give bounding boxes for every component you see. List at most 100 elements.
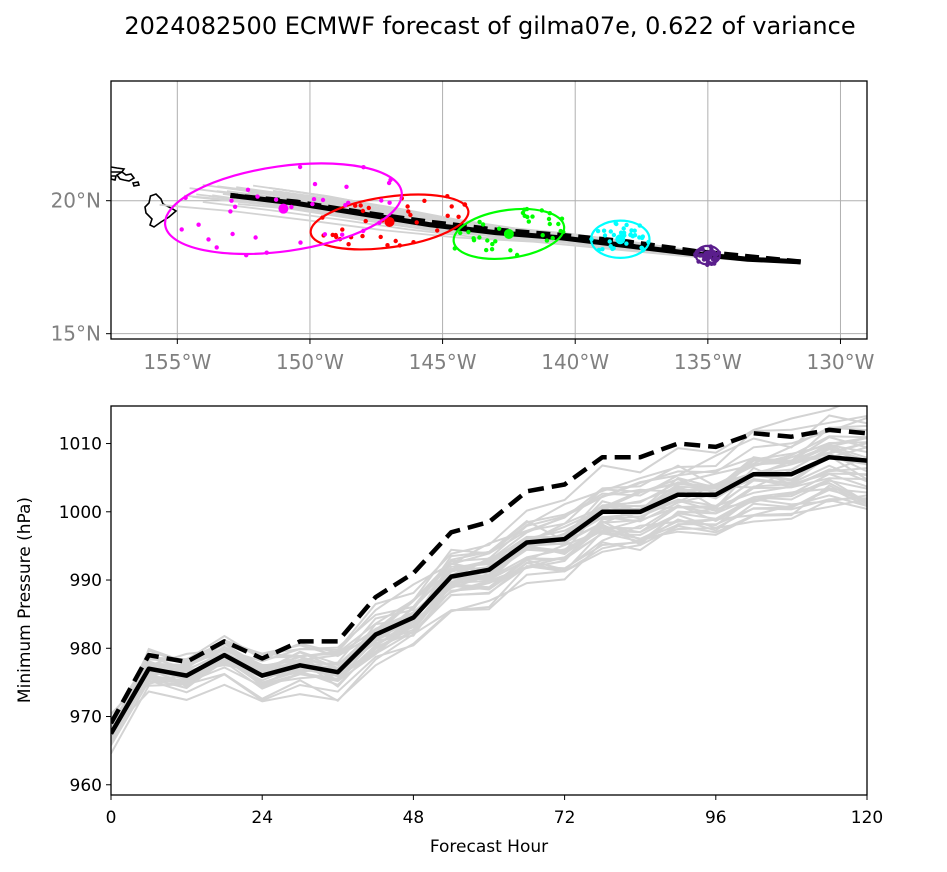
- map-ytick-label: 20°N: [51, 189, 101, 213]
- forecast-position-dot: [485, 238, 490, 243]
- forecast-position-dot: [414, 220, 419, 225]
- forecast-position-groups: [163, 162, 722, 267]
- forecast-position-dot: [608, 229, 613, 234]
- ensemble-pressure-line: [111, 472, 867, 738]
- forecast-position-dot: [526, 219, 531, 224]
- forecast-position-dot: [346, 200, 351, 205]
- forecast-position-dot: [630, 234, 635, 239]
- p-ytick-label: 1010: [59, 435, 102, 455]
- forecast-position-dot: [379, 198, 384, 203]
- forecast-position-dot: [229, 198, 234, 203]
- p-xtick-label: 24: [251, 808, 273, 828]
- map-ytick-label: 15°N: [51, 322, 101, 346]
- track-map-panel: 155°W 150°W 145°W 140°W 135°W 130°W 15°N 20°N: [51, 80, 875, 374]
- island-kahoolawe: [131, 181, 141, 187]
- forecast-position-dot: [179, 227, 184, 232]
- forecast-position-dot: [602, 233, 608, 238]
- p-xtick-label: 48: [403, 808, 425, 828]
- p-xtick-label: 0: [106, 808, 117, 828]
- forecast-position-dot: [435, 228, 440, 233]
- forecast-position-dot: [550, 235, 555, 241]
- p-ytick-label: 970: [70, 708, 102, 728]
- forecast-position-dot: [214, 245, 219, 250]
- forecast-position-dot: [385, 243, 390, 248]
- forecast-position-dot: [556, 221, 561, 227]
- map-xtick-label: 130°W: [806, 350, 874, 374]
- forecast-position-dot: [346, 242, 351, 247]
- ensemble-pressure-line: [111, 472, 867, 744]
- forecast-position-dot: [637, 235, 642, 240]
- p-ytick-label: 990: [70, 571, 102, 591]
- ensemble-pressure-line: [111, 498, 867, 754]
- ensemble-pressure-lines: [111, 406, 867, 754]
- forecast-position-dot: [273, 197, 279, 202]
- forecast-position-dot: [547, 221, 552, 227]
- forecast-position-dot: [477, 235, 482, 240]
- forecast-position-dot: [466, 229, 471, 235]
- pressure-frame: [110, 405, 868, 796]
- map-frame: [110, 80, 868, 340]
- deterministic-track: [230, 192, 801, 265]
- forecast-position-dot: [624, 222, 629, 228]
- forecast-position-dot: [228, 209, 233, 214]
- ensemble-pressure-line: [111, 498, 867, 732]
- forecast-position-dot: [358, 203, 363, 208]
- main-tracks: [230, 192, 801, 265]
- uncertainty-ellipse: [590, 219, 651, 259]
- forecast-position-dot: [471, 236, 476, 241]
- forecast-position-dot: [322, 232, 328, 237]
- forecast-position-dot: [614, 221, 619, 227]
- forecast-position-dot: [360, 233, 365, 239]
- forecast-position-dot: [344, 184, 349, 189]
- group-center-dot: [278, 203, 289, 214]
- ensemble-pressure-line: [111, 488, 867, 735]
- group-center-dot: [702, 250, 713, 261]
- pressure-panel: 0 24 48 72 96 120 960 970 980 990 1000 1010 Forecas…: [15, 405, 883, 857]
- forecast-position-dot: [320, 197, 326, 203]
- forecast-position-dot: [621, 226, 626, 231]
- group-center-dot: [615, 234, 626, 245]
- forecast-position-dot: [255, 194, 260, 199]
- forecast-position-dot: [484, 247, 489, 253]
- map-xtick-label: 140°W: [541, 350, 609, 374]
- forecast-position-dot: [632, 228, 637, 233]
- map-xtick-label: 150°W: [276, 350, 344, 374]
- island-hawaii: [144, 193, 178, 228]
- forecast-position-dot: [206, 237, 211, 242]
- forecast-position-dot: [298, 240, 303, 245]
- ensemble-pressure-line: [111, 487, 867, 746]
- map-xtick-label: 155°W: [143, 350, 211, 374]
- forecast-position-dot: [508, 248, 513, 253]
- forecast-position-dot: [595, 228, 601, 234]
- forecast-position-dot: [312, 181, 318, 187]
- forecast-position-dot: [360, 208, 366, 214]
- forecast-position-dot: [378, 234, 383, 240]
- island-maui: [115, 171, 136, 182]
- forecast-position-dot: [289, 204, 294, 210]
- map-ticks: 155°W 150°W 145°W 140°W 135°W 130°W 15°N 20°N: [51, 189, 875, 374]
- forecast-position-dot: [544, 238, 550, 243]
- forecast-position-dot: [311, 197, 317, 202]
- forecast-position-dot: [387, 200, 392, 205]
- forecast-position-dot: [497, 226, 502, 231]
- forecast-position-dot: [405, 204, 410, 209]
- forecast-position-dot: [343, 203, 348, 208]
- forecast-position-dot: [445, 213, 450, 218]
- island-molokai: [111, 166, 126, 173]
- forecast-position-dot: [601, 228, 607, 233]
- group-center-dot: [384, 216, 395, 227]
- forecast-position-dot: [297, 164, 303, 170]
- uncertainty-ellipse: [309, 193, 470, 251]
- forecast-position-dot: [618, 230, 624, 235]
- forecast-position-dot: [422, 198, 427, 203]
- ensemble-pressure-line: [111, 424, 867, 742]
- mean-pressure-line: [111, 454, 867, 735]
- ensemble-pressure-line: [111, 494, 867, 742]
- forecast-position-dot: [458, 230, 463, 236]
- forecast-position-dot: [245, 187, 251, 192]
- main-pressure-lines: [111, 427, 867, 735]
- ensemble-pressure-line: [111, 415, 867, 738]
- forecast-position-dot: [540, 233, 545, 238]
- x-axis-label: Forecast Hour: [430, 837, 548, 857]
